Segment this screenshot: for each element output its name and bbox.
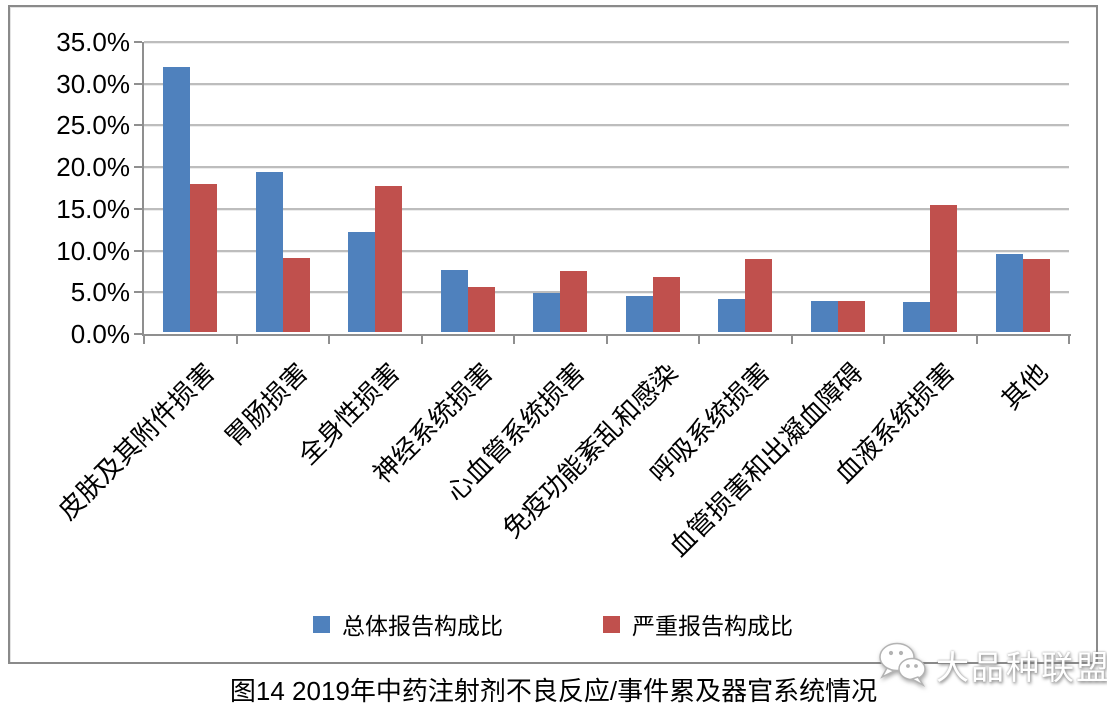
legend-label-overall: 总体报告构成比 bbox=[342, 613, 503, 639]
y-tick-label: 0.0% bbox=[70, 319, 130, 349]
bar-overall-7 bbox=[810, 301, 838, 332]
legend-item-serious: 严重报告构成比 bbox=[603, 607, 793, 641]
legend-swatch-overall bbox=[313, 615, 330, 633]
y-tick bbox=[134, 207, 142, 210]
gridline-10 bbox=[144, 249, 1069, 252]
legend-item-overall: 总体报告构成比 bbox=[313, 607, 503, 641]
bar-overall-9 bbox=[995, 254, 1023, 332]
y-tick-label: 30.0% bbox=[56, 68, 130, 99]
bar-serious-0 bbox=[190, 183, 218, 332]
bar-serious-1 bbox=[282, 257, 310, 332]
chart-legend: 总体报告构成比 严重报告构成比 bbox=[10, 607, 1096, 641]
x-tick bbox=[605, 336, 608, 344]
y-tick bbox=[134, 41, 142, 43]
y-tick bbox=[134, 333, 142, 335]
x-tick bbox=[420, 336, 423, 344]
y-tick bbox=[134, 124, 142, 127]
y-tick-label: 25.0% bbox=[56, 110, 130, 141]
bar-serious-6 bbox=[745, 259, 773, 332]
bar-overall-3 bbox=[440, 270, 468, 332]
y-axis-line bbox=[142, 42, 144, 334]
y-tick-label: 5.0% bbox=[70, 277, 130, 308]
gridline-15 bbox=[144, 207, 1069, 210]
x-tick bbox=[1068, 336, 1070, 344]
x-axis-line bbox=[142, 334, 1071, 336]
bar-serious-5 bbox=[652, 276, 680, 332]
y-tick bbox=[134, 166, 142, 169]
bar-serious-4 bbox=[560, 271, 588, 332]
bar-serious-7 bbox=[837, 301, 865, 332]
gridline-35 bbox=[144, 41, 1069, 43]
y-tick-label: 35.0% bbox=[56, 27, 130, 57]
y-tick bbox=[134, 249, 142, 252]
bar-serious-9 bbox=[1022, 258, 1050, 332]
plot-area: 0.0% 5.0% 10.0% 15.0% 20.0% 25.0% 30.0% 35.0% 皮肤… bbox=[52, 29, 1071, 562]
gridline-30 bbox=[144, 82, 1069, 85]
x-tick bbox=[235, 336, 238, 344]
bar-overall-6 bbox=[718, 299, 746, 332]
x-tick bbox=[143, 336, 145, 344]
bar-serious-8 bbox=[930, 205, 958, 332]
y-tick bbox=[134, 82, 142, 85]
watermark-text: 大品种联盟 bbox=[936, 649, 1107, 686]
bar-overall-8 bbox=[903, 301, 931, 332]
y-tick-label: 20.0% bbox=[56, 152, 130, 183]
bar-overall-0 bbox=[163, 66, 191, 332]
watermark: 大品种联盟 bbox=[876, 640, 1107, 690]
x-tick bbox=[975, 336, 978, 344]
y-tick bbox=[134, 291, 142, 294]
bar-overall-1 bbox=[255, 171, 283, 332]
figure-caption: 图14 2019年中药注射剂不良反应/事件累及器官系统情况 bbox=[229, 676, 878, 706]
bar-chart: 0.0% 5.0% 10.0% 15.0% 20.0% 25.0% 30.0% 35.0% 皮肤… bbox=[8, 5, 1098, 664]
x-tick bbox=[513, 336, 515, 344]
gridline-20 bbox=[144, 166, 1069, 169]
x-tick bbox=[328, 336, 330, 344]
bar-overall-2 bbox=[348, 231, 376, 332]
bar-serious-3 bbox=[467, 286, 495, 332]
bar-overall-4 bbox=[533, 292, 561, 332]
x-tick bbox=[883, 336, 885, 344]
x-tick bbox=[698, 336, 700, 344]
gridline-5 bbox=[144, 291, 1069, 294]
gridline-25 bbox=[144, 124, 1069, 127]
y-tick-label: 10.0% bbox=[56, 235, 130, 266]
legend-swatch-serious bbox=[603, 615, 620, 633]
y-tick-label: 15.0% bbox=[56, 193, 130, 224]
bar-serious-2 bbox=[375, 186, 403, 332]
bar-overall-5 bbox=[625, 296, 653, 332]
x-tick bbox=[790, 336, 793, 344]
wechat-chat-bubbles-icon bbox=[879, 642, 926, 688]
legend-label-serious: 严重报告构成比 bbox=[632, 613, 793, 639]
